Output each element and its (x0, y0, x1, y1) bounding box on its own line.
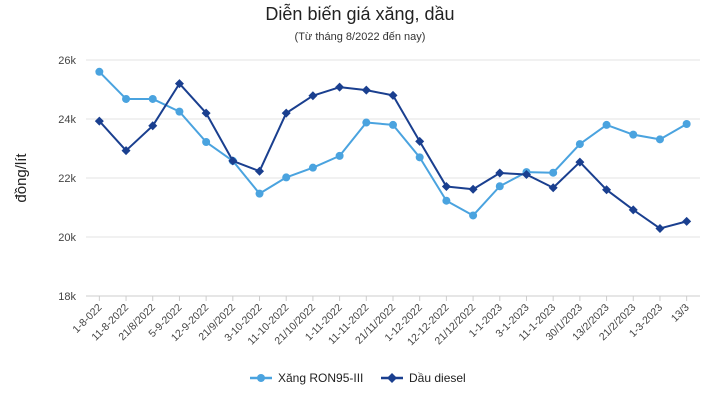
data-point[interactable] (441, 182, 451, 192)
data-point[interactable] (575, 157, 585, 167)
data-point[interactable] (255, 189, 264, 198)
data-point[interactable] (495, 182, 504, 191)
legend-label-diesel: Dầu diesel (409, 371, 466, 385)
legend-item-diesel[interactable]: Dầu diesel (381, 371, 466, 385)
data-point[interactable] (175, 107, 184, 116)
y-axis-label: đồng/lít (13, 153, 30, 203)
data-point[interactable] (549, 168, 558, 177)
data-point[interactable] (94, 116, 104, 126)
data-point[interactable] (308, 163, 317, 172)
data-point[interactable] (121, 146, 131, 156)
legend-item-xang[interactable]: Xăng RON95-III (250, 371, 363, 385)
data-point[interactable] (335, 151, 344, 160)
data-point[interactable] (655, 135, 664, 144)
x-axis-ticks: 1-8-02211-8-202221/8/20225-9-202212-9-20… (70, 295, 700, 348)
data-point[interactable] (415, 136, 425, 146)
data-point[interactable] (682, 216, 692, 226)
data-point[interactable] (95, 67, 104, 76)
y-tick-label: 22k (58, 173, 76, 185)
data-point[interactable] (174, 79, 184, 89)
data-point[interactable] (335, 82, 345, 92)
series-line (98, 82, 687, 230)
data-point[interactable] (682, 120, 691, 129)
legend-swatch-marker (257, 374, 265, 382)
data-point[interactable] (521, 169, 531, 179)
data-point[interactable] (255, 166, 265, 176)
data-point[interactable] (602, 120, 611, 129)
data-point[interactable] (469, 211, 478, 220)
data-point[interactable] (602, 185, 612, 195)
legend-swatch-marker (387, 373, 397, 383)
series-0 (95, 67, 691, 220)
y-tick-label: 18k (58, 291, 76, 303)
legend-label-xang: Xăng RON95-III (278, 371, 363, 385)
chart-subtitle: (Từ tháng 8/2022 đến nay) (294, 31, 426, 43)
data-point[interactable] (361, 85, 371, 95)
y-tick-label: 20k (58, 232, 76, 244)
legend[interactable]: Xăng RON95-III Dầu diesel (250, 371, 466, 385)
data-point[interactable] (388, 90, 398, 100)
data-point[interactable] (495, 168, 505, 178)
data-point[interactable] (148, 94, 157, 103)
data-point[interactable] (202, 138, 211, 147)
data-point[interactable] (282, 173, 291, 182)
data-point[interactable] (362, 118, 371, 127)
series-lines (94, 67, 692, 233)
data-point[interactable] (655, 223, 665, 233)
data-point[interactable] (442, 196, 451, 205)
series-1 (94, 79, 692, 233)
chart-title: Diễn biến giá xăng, dầu (265, 4, 455, 24)
data-point[interactable] (415, 153, 424, 162)
data-point[interactable] (468, 184, 478, 194)
data-point[interactable] (389, 120, 397, 129)
data-point[interactable] (575, 140, 584, 149)
data-point[interactable] (548, 183, 558, 193)
y-axis-ticks: 18k 20k 22k 24k 26k (58, 55, 76, 303)
y-tick-label: 26k (58, 55, 76, 67)
data-point[interactable] (148, 121, 158, 131)
data-point[interactable] (122, 94, 131, 103)
x-tick-label: 13/3 (669, 302, 692, 325)
data-point[interactable] (228, 156, 238, 166)
data-point[interactable] (629, 130, 638, 139)
y-tick-label: 24k (58, 114, 76, 126)
data-point[interactable] (308, 91, 318, 101)
data-point[interactable] (628, 205, 638, 215)
data-point[interactable] (201, 108, 211, 118)
data-point[interactable] (281, 108, 291, 118)
